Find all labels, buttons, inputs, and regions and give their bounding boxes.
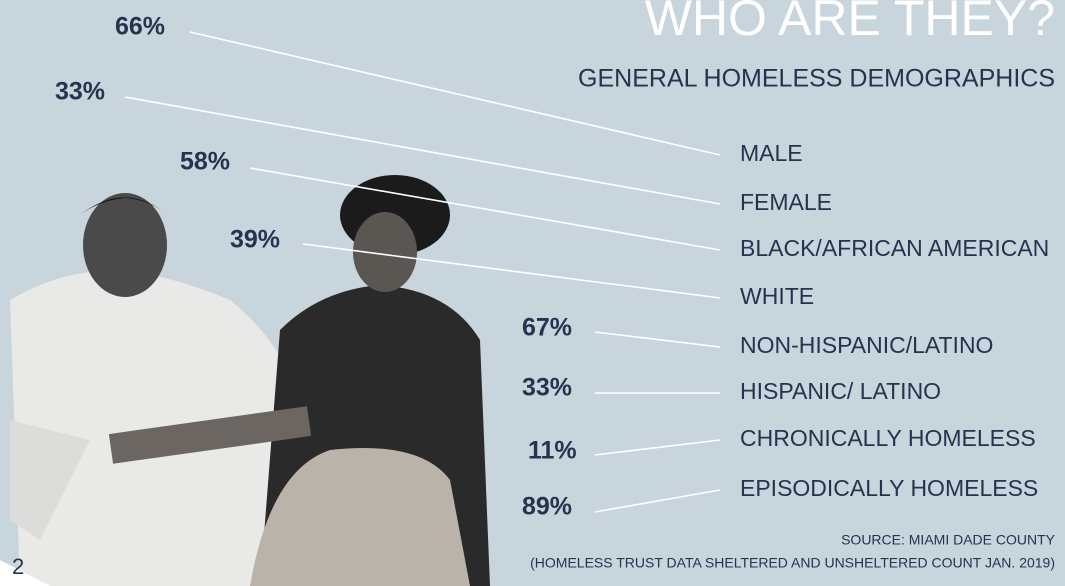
category-label: WHITE (740, 283, 814, 309)
category-label: NON-HISPANIC/LATINO (740, 332, 993, 358)
category-label: EPISODICALLY HOMELESS (740, 475, 1038, 501)
percent: 33% (55, 78, 105, 106)
category-label: BLACK/AFRICAN AMERICAN (740, 235, 1049, 261)
source: (HOMELESS TRUST DATA SHELTERED AND UNSHE… (530, 555, 1055, 571)
category-label: MALE (740, 140, 803, 166)
category-label: FEMALE (740, 189, 832, 215)
title: WHO ARE THEY? (645, 0, 1055, 46)
percent: 33% (522, 374, 572, 402)
percent: 58% (180, 148, 230, 176)
percent: 11% (528, 437, 577, 465)
page-number: 2 (12, 554, 24, 579)
page: WHO ARE THEY? GENERAL HOMELESS DEMOGRAPH… (0, 0, 1065, 586)
percent: 39% (230, 226, 280, 254)
category-label: CHRONICALLY HOMELESS (740, 425, 1036, 451)
source: SOURCE: MIAMI DADE COUNTY (841, 532, 1056, 548)
category-label: HISPANIC/ LATINO (740, 378, 941, 404)
infographic: WHO ARE THEY? GENERAL HOMELESS DEMOGRAPH… (0, 0, 1065, 586)
percent: 66% (115, 13, 165, 41)
percent: 67% (522, 314, 572, 342)
percent: 89% (522, 493, 572, 521)
subtitle: GENERAL HOMELESS DEMOGRAPHICS (578, 65, 1055, 93)
